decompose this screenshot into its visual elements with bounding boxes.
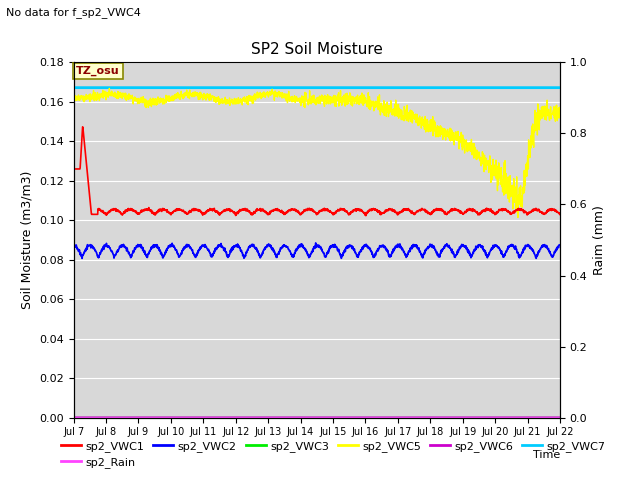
Text: No data for f_sp2_VWC4: No data for f_sp2_VWC4	[6, 7, 141, 18]
Legend: sp2_VWC1, sp2_VWC2, sp2_VWC3, sp2_VWC5, sp2_VWC6, sp2_VWC7: sp2_VWC1, sp2_VWC2, sp2_VWC3, sp2_VWC5, …	[57, 436, 611, 456]
Y-axis label: Raim (mm): Raim (mm)	[593, 205, 606, 275]
Legend: sp2_Rain: sp2_Rain	[57, 452, 140, 472]
Text: Time: Time	[532, 450, 560, 459]
Title: SP2 Soil Moisture: SP2 Soil Moisture	[251, 42, 383, 57]
Text: TZ_osu: TZ_osu	[76, 66, 120, 76]
Y-axis label: Soil Moisture (m3/m3): Soil Moisture (m3/m3)	[20, 171, 33, 309]
